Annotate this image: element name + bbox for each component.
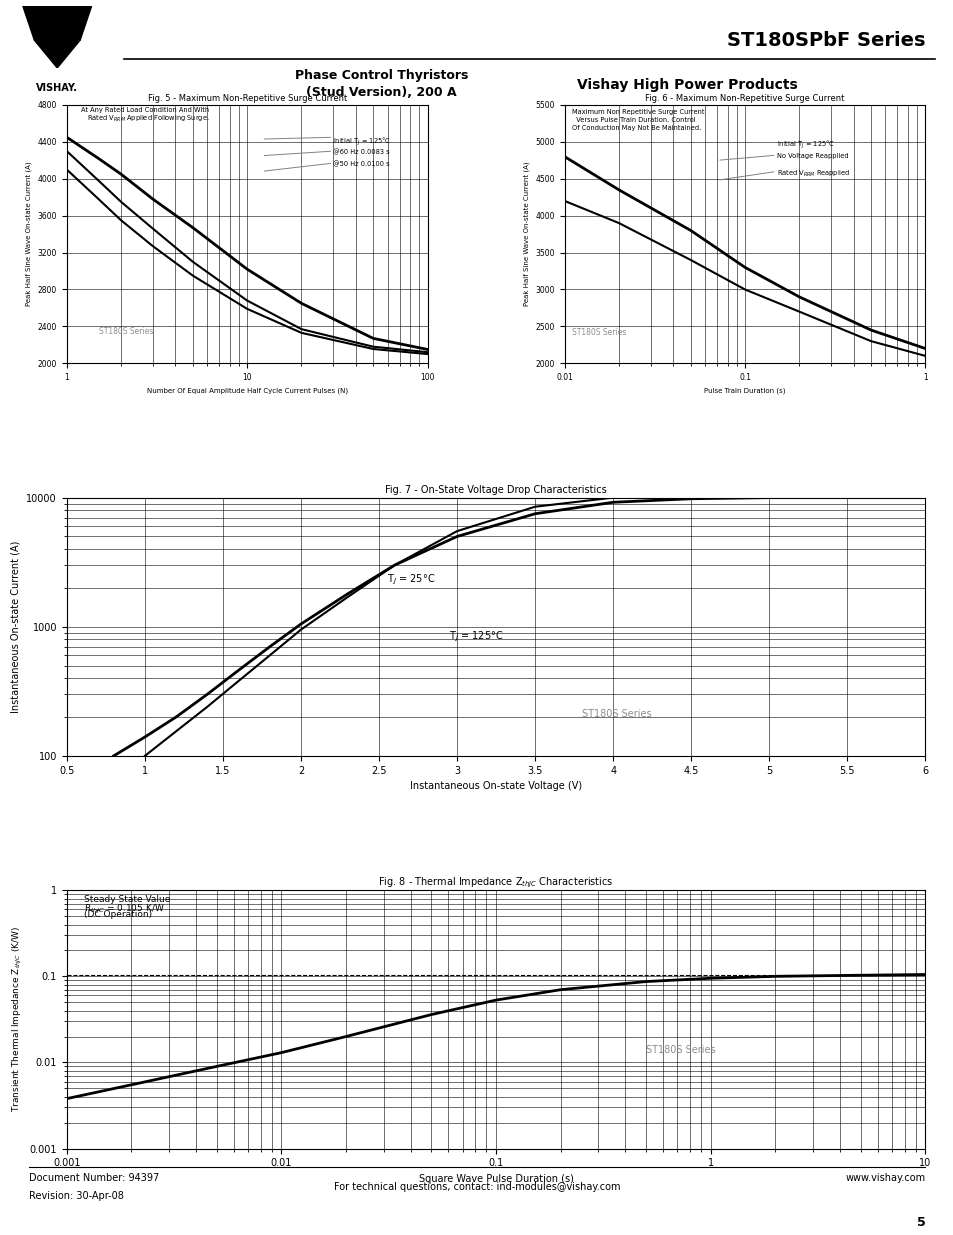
Text: Document Number: 94397: Document Number: 94397 xyxy=(29,1173,159,1183)
Text: Rated V$_{RRM}$ Reapplied: Rated V$_{RRM}$ Reapplied xyxy=(776,168,849,179)
X-axis label: Square Wave Pulse Duration (s): Square Wave Pulse Duration (s) xyxy=(418,1173,573,1184)
Text: R$_{thJC}$ = 0.105 K/W: R$_{thJC}$ = 0.105 K/W xyxy=(84,903,164,915)
Text: ST180S Series: ST180S Series xyxy=(581,709,651,719)
Title: Fig. 6 - Maximum Non-Repetitive Surge Current: Fig. 6 - Maximum Non-Repetitive Surge Cu… xyxy=(644,94,843,103)
Text: 5: 5 xyxy=(916,1216,924,1230)
Y-axis label: Peak Half Sine Wave On-state Current (A): Peak Half Sine Wave On-state Current (A) xyxy=(26,162,32,306)
Text: ST180S Series: ST180S Series xyxy=(572,329,626,337)
Title: Fig. 8 - Thermal Impedance Z$_{thJC}$ Characteristics: Fig. 8 - Thermal Impedance Z$_{thJC}$ Ch… xyxy=(378,876,613,890)
Y-axis label: Peak Half Sine Wave On-state Current (A): Peak Half Sine Wave On-state Current (A) xyxy=(523,162,529,306)
Text: T$_J$ = 125°C: T$_J$ = 125°C xyxy=(449,630,503,645)
Text: T$_J$ = 25°C: T$_J$ = 25°C xyxy=(386,573,435,588)
Text: At Any Rated Load Condition And With: At Any Rated Load Condition And With xyxy=(81,106,209,112)
Text: ST180S Series: ST180S Series xyxy=(645,1045,715,1055)
Polygon shape xyxy=(34,41,80,68)
Title: Fig. 7 - On-State Voltage Drop Characteristics: Fig. 7 - On-State Voltage Drop Character… xyxy=(385,485,606,495)
X-axis label: Pulse Train Duration (s): Pulse Train Duration (s) xyxy=(703,388,785,394)
Y-axis label: Transient Thermal Impedance Z$_{thJC}$ (K/W): Transient Thermal Impedance Z$_{thJC}$ (… xyxy=(10,926,24,1113)
Text: Revision: 30-Apr-08: Revision: 30-Apr-08 xyxy=(29,1191,123,1200)
Text: Maximum Non Repetitive Surge Current: Maximum Non Repetitive Surge Current xyxy=(572,109,704,115)
Text: VISHAY.: VISHAY. xyxy=(36,84,78,94)
Text: Vishay High Power Products: Vishay High Power Products xyxy=(576,78,797,91)
Text: Versus Pulse Train Duration. Control: Versus Pulse Train Duration. Control xyxy=(572,117,695,122)
Text: Initial T$_J$ = 125°C: Initial T$_J$ = 125°C xyxy=(333,136,391,148)
X-axis label: Instantaneous On-state Voltage (V): Instantaneous On-state Voltage (V) xyxy=(410,782,581,792)
Text: Rated V$_{RRM}$ Applied Following Surge.: Rated V$_{RRM}$ Applied Following Surge. xyxy=(81,114,210,125)
Title: Fig. 5 - Maximum Non-Repetitive Surge Current: Fig. 5 - Maximum Non-Repetitive Surge Cu… xyxy=(148,94,347,103)
Text: @60 Hz 0.0083 s: @60 Hz 0.0083 s xyxy=(333,149,390,156)
Text: No Voltage Reapplied: No Voltage Reapplied xyxy=(776,153,847,159)
X-axis label: Number Of Equal Amplitude Half Cycle Current Pulses (N): Number Of Equal Amplitude Half Cycle Cur… xyxy=(147,388,347,394)
Y-axis label: Instantaneous On-state Current (A): Instantaneous On-state Current (A) xyxy=(10,541,21,713)
Text: Initial T$_J$ = 125°C: Initial T$_J$ = 125°C xyxy=(776,138,834,151)
Text: Of Conduction May Not Be Maintained.: Of Conduction May Not Be Maintained. xyxy=(572,125,700,131)
Text: Phase Control Thyristors: Phase Control Thyristors xyxy=(294,69,468,83)
Text: ST180SPbF Series: ST180SPbF Series xyxy=(726,31,924,49)
Text: For technical questions, contact: ind-modules@vishay.com: For technical questions, contact: ind-mo… xyxy=(334,1182,619,1192)
Text: (DC Operation): (DC Operation) xyxy=(84,910,152,919)
Polygon shape xyxy=(23,6,91,41)
Text: www.vishay.com: www.vishay.com xyxy=(844,1173,924,1183)
Text: (Stud Version), 200 A: (Stud Version), 200 A xyxy=(306,86,456,100)
Text: Steady State Value: Steady State Value xyxy=(84,895,170,904)
Text: @50 Hz 0.0100 s: @50 Hz 0.0100 s xyxy=(333,162,390,168)
Text: ST180S Series: ST180S Series xyxy=(98,327,152,336)
